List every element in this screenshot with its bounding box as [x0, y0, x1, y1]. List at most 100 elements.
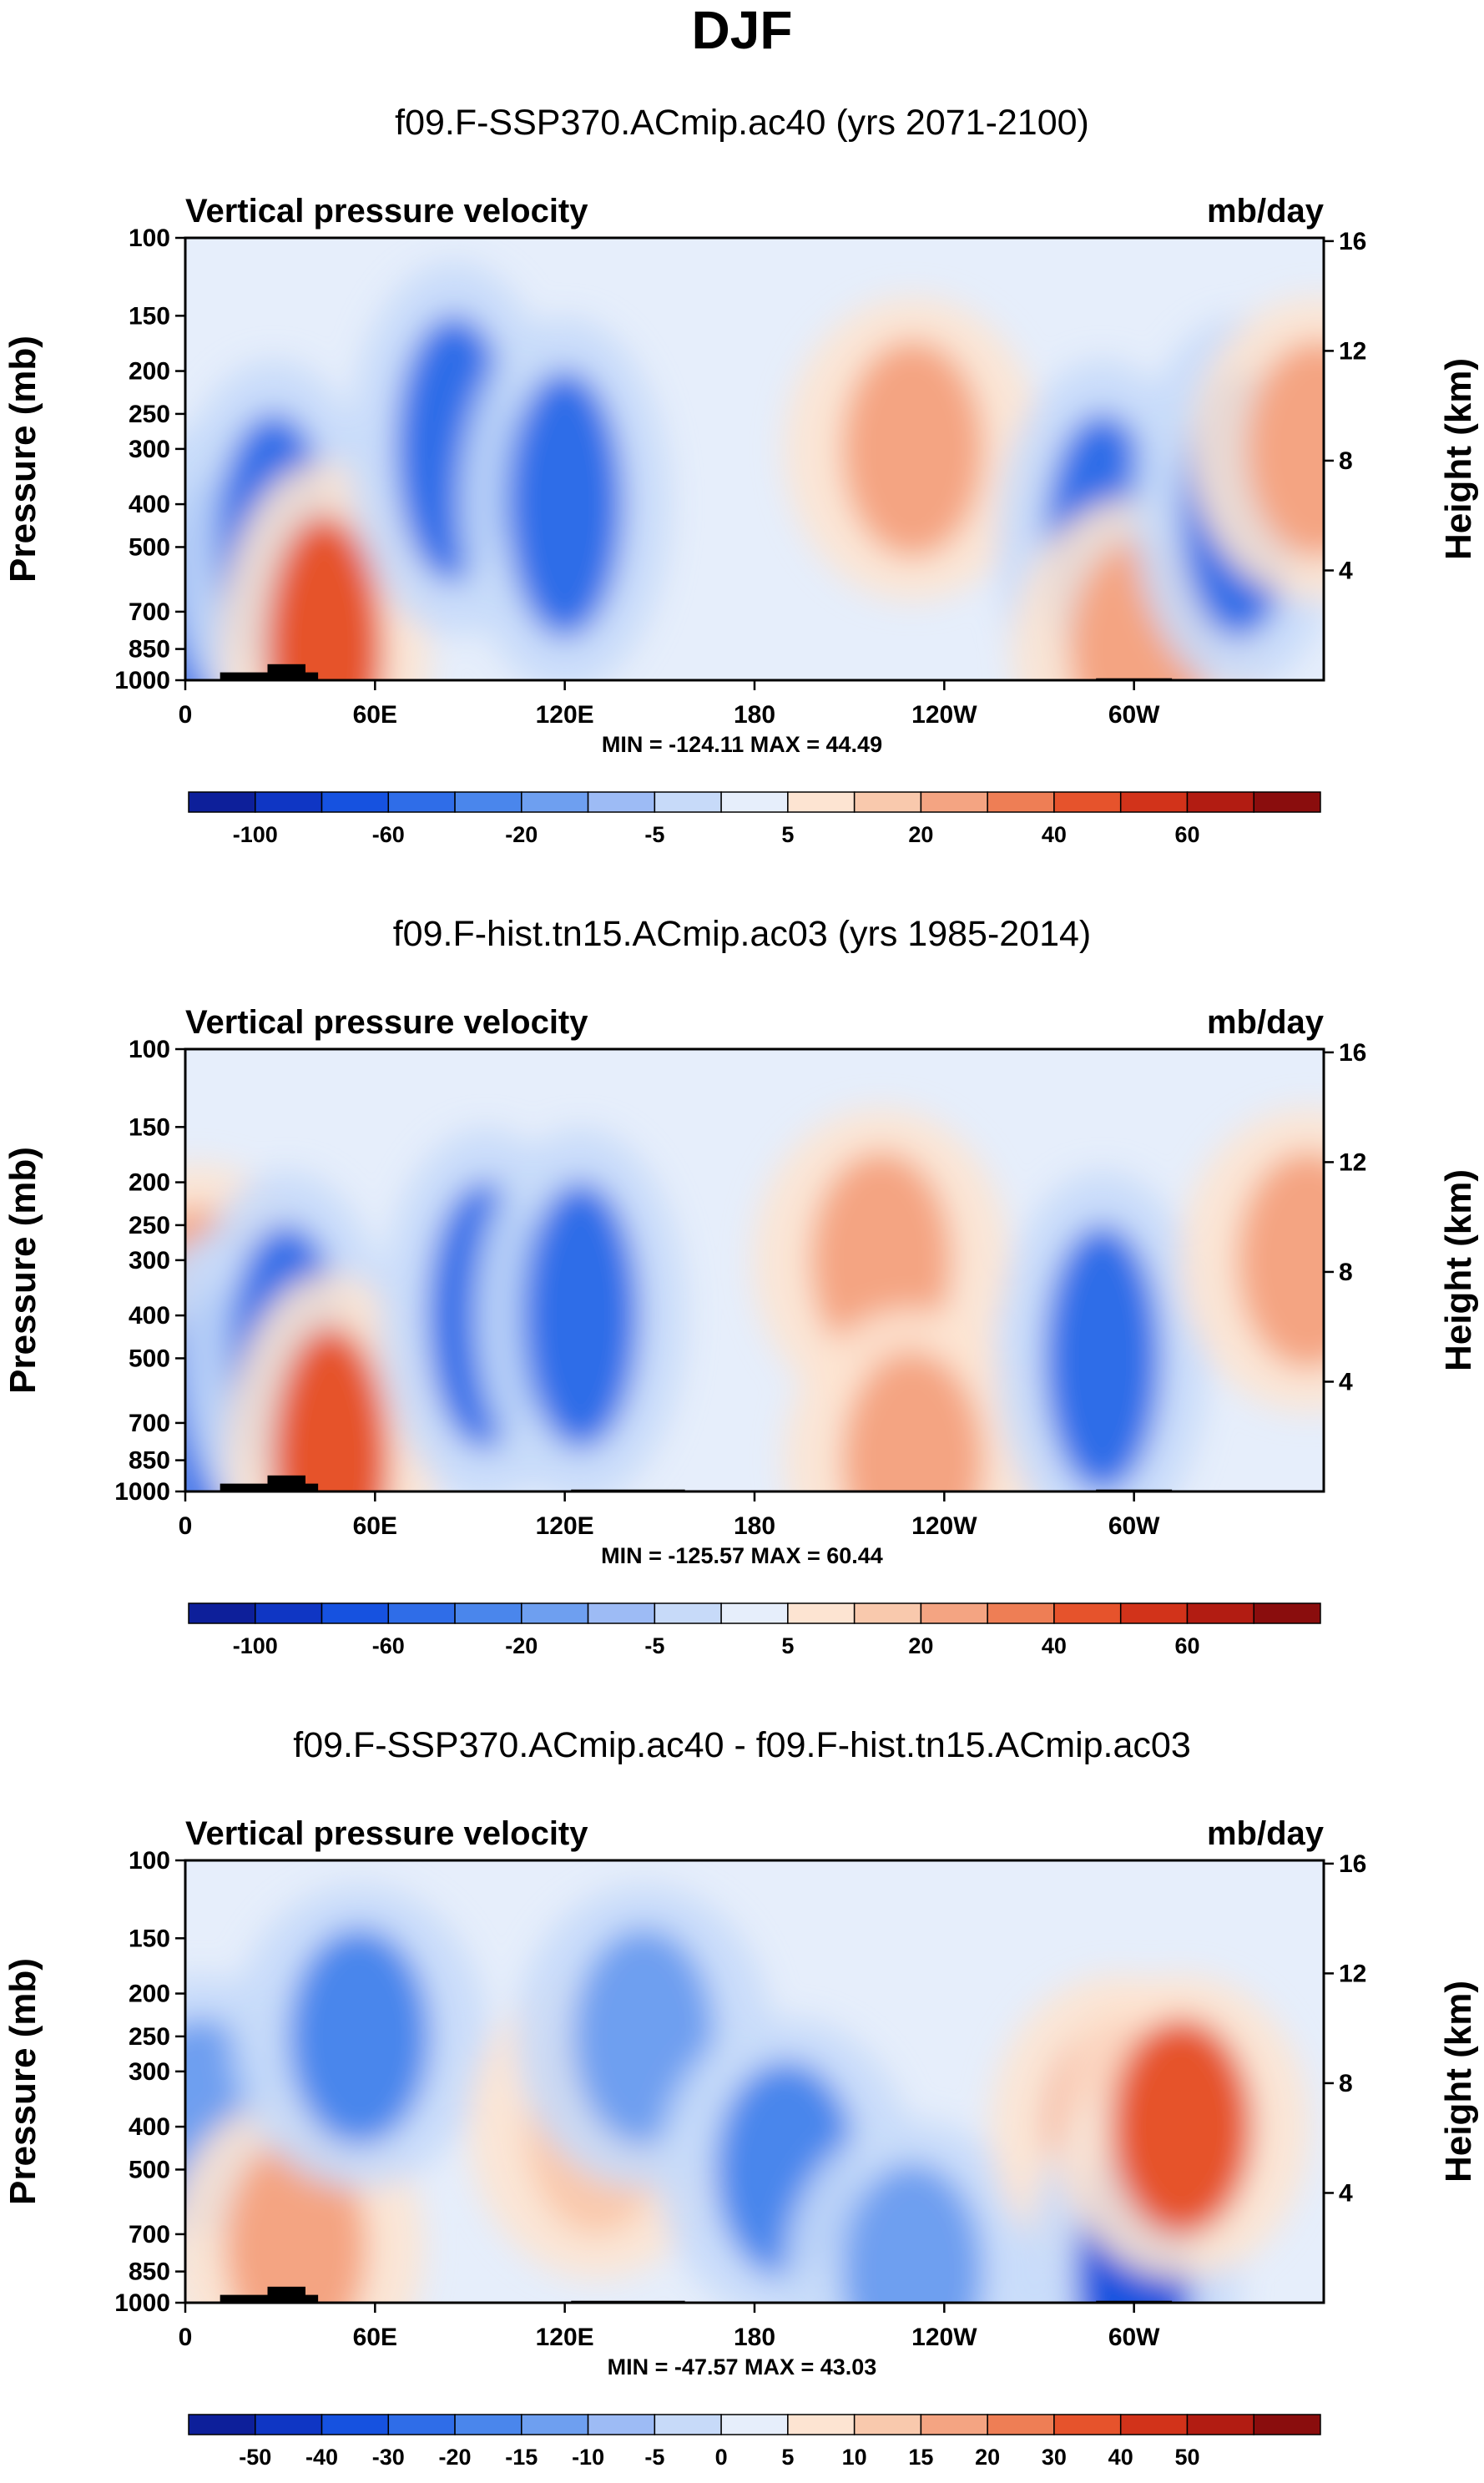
height-tick-label: 4 [1339, 1368, 1353, 1395]
pressure-tick-label: 100 [129, 225, 170, 252]
pressure-tick-label: 500 [129, 533, 170, 561]
x-tick-label: 0 [179, 701, 193, 729]
colorbar-swatch [787, 791, 856, 813]
colorbar-swatch [454, 1602, 522, 1624]
contour-feature-4 [506, 371, 623, 638]
colorbar-swatch [255, 791, 323, 813]
height-tick-label: 4 [1339, 2179, 1353, 2207]
colorbar-label: 5 [781, 822, 794, 847]
topography-mask [267, 1475, 305, 1491]
colorbar-swatch [853, 1602, 922, 1624]
colorbar-swatch [1253, 1602, 1321, 1624]
colorbar-swatch [1119, 2414, 1189, 2435]
colorbar-swatch [188, 2414, 256, 2435]
colorbar-label: 20 [908, 1633, 933, 1658]
colorbar-label: 40 [1042, 1633, 1067, 1658]
x-tick-label: 180 [734, 701, 775, 729]
colorbar-swatch [255, 2414, 323, 2435]
colorbar-swatch [920, 1602, 988, 1624]
panel-1: f09.F-SSP370.ACmip.ac40 (yrs 2071-2100) V… [3, 103, 1479, 847]
colorbar-label: -60 [372, 1633, 405, 1658]
colorbar-swatch [255, 1602, 323, 1624]
contour-feature-9 [1246, 340, 1324, 558]
pressure-tick-label: 250 [129, 2023, 170, 2051]
panels-container: f09.F-SSP370.ACmip.ac40 (yrs 2071-2100) V… [3, 103, 1479, 2470]
y-axis-label-right: Height (km) [1438, 1169, 1479, 1371]
pressure-tick-label: 100 [129, 1036, 170, 1063]
colorbar-label: 15 [908, 2445, 933, 2470]
colorbar-swatch [1053, 2414, 1122, 2435]
x-tick-label: 60E [353, 1512, 397, 1540]
x-tick-label: 60E [353, 2324, 397, 2351]
colorbar-swatch [720, 1602, 789, 1624]
colorbar-label: 50 [1174, 2445, 1199, 2470]
figure-title: DJF [692, 0, 793, 60]
pressure-tick-label: 700 [129, 1410, 170, 1437]
colorbar-label: -100 [233, 822, 278, 847]
x-tick-label: 60W [1108, 701, 1160, 729]
colorbar-label: -20 [505, 822, 538, 847]
x-tick-label: 60W [1108, 1512, 1160, 1540]
contour-feature-3 [272, 1326, 390, 1491]
units-label: mb/day [1207, 1815, 1325, 1852]
min-max-text: MIN = -125.57 MAX = 60.44 [601, 1543, 883, 1568]
colorbar-label: 20 [908, 822, 933, 847]
colorbar-swatch [654, 1602, 722, 1624]
height-tick-label: 12 [1339, 337, 1366, 365]
colorbar-label: 5 [781, 2445, 794, 2470]
x-tick-label: 120W [911, 2324, 977, 2351]
colorbar-label: 60 [1174, 1633, 1199, 1658]
colorbar-swatch [787, 1602, 856, 1624]
pressure-tick-label: 700 [129, 2221, 170, 2248]
colorbar-label: 60 [1174, 822, 1199, 847]
colorbar-label: -100 [233, 1633, 278, 1658]
colorbar-label: -15 [505, 2445, 538, 2470]
colorbar-swatch [1186, 2414, 1254, 2435]
height-tick-label: 4 [1339, 557, 1353, 584]
colorbar-label: -20 [439, 2445, 472, 2470]
contour-feature-2 [288, 1927, 431, 2145]
x-tick-label: 60E [353, 701, 397, 729]
height-tick-label: 8 [1339, 2070, 1353, 2097]
colorbar-label: -10 [572, 2445, 604, 2470]
colorbar-swatch [454, 2414, 522, 2435]
y-axis-label: Pressure (mb) [3, 336, 43, 583]
pressure-tick-label: 150 [129, 302, 170, 330]
colorbar-label: 30 [1042, 2445, 1067, 2470]
pressure-tick-label: 850 [129, 1447, 170, 1475]
variable-label: Vertical pressure velocity [185, 193, 588, 230]
colorbar-label: -40 [305, 2445, 338, 2470]
pressure-tick-label: 300 [129, 436, 170, 463]
colorbar-swatch [587, 2414, 656, 2435]
height-tick-label: 12 [1339, 1148, 1366, 1176]
pressure-tick-label: 500 [129, 1345, 170, 1372]
colorbar-swatch [188, 1602, 256, 1624]
pressure-tick-label: 400 [129, 2113, 170, 2141]
colorbar-swatch [654, 791, 722, 813]
pressure-tick-label: 250 [129, 1212, 170, 1239]
colorbar-swatch [387, 1602, 456, 1624]
pressure-tick-label: 500 [129, 2156, 170, 2183]
pressure-tick-label: 850 [129, 636, 170, 664]
panel-title: f09.F-hist.tn15.ACmip.ac03 (yrs 1985-201… [393, 914, 1092, 954]
units-label: mb/day [1207, 193, 1325, 230]
y-axis-label: Pressure (mb) [3, 1147, 43, 1394]
topography-mask [267, 664, 305, 680]
contour-feature-2 [265, 515, 383, 680]
colorbar-label: -50 [239, 2445, 271, 2470]
pressure-tick-label: 700 [129, 598, 170, 626]
colorbar-swatch [1053, 791, 1122, 813]
min-max-text: MIN = -124.11 MAX = 44.49 [602, 732, 882, 757]
colorbar-swatch [587, 791, 656, 813]
colorbar-swatch [521, 1602, 589, 1624]
contour-feature-9 [1110, 2018, 1253, 2236]
colorbar-swatch [987, 2414, 1055, 2435]
x-tick-label: 120W [911, 701, 977, 729]
colorbar-swatch [521, 791, 589, 813]
contour-feature-8 [1043, 1224, 1161, 1491]
colorbar-swatch [787, 2414, 856, 2435]
pressure-tick-label: 250 [129, 401, 170, 428]
contour-feature-6 [841, 2163, 984, 2303]
x-tick-label: 180 [734, 2324, 775, 2351]
